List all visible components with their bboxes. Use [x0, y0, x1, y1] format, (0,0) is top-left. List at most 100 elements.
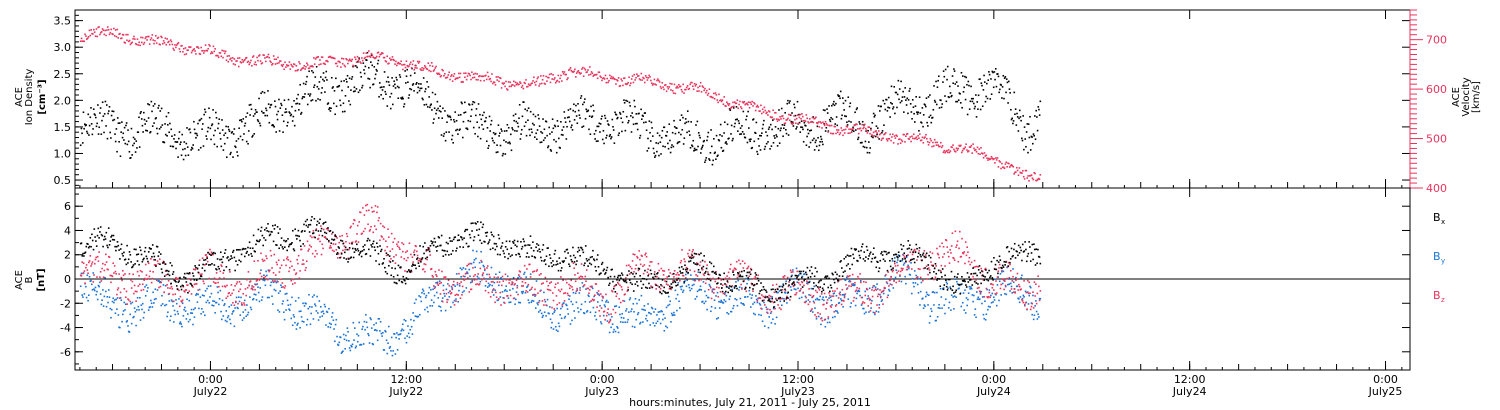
velocity-point [167, 41, 169, 44]
by-point [599, 321, 602, 323]
velocity-point [727, 104, 730, 107]
velocity-point [987, 159, 989, 161]
by-point [642, 308, 645, 311]
density-point [257, 120, 260, 123]
density-point [496, 151, 499, 153]
by-point [594, 311, 597, 314]
by-point [763, 301, 765, 304]
by-point [155, 297, 157, 300]
velocity-point [654, 83, 657, 86]
by-point [388, 347, 391, 349]
by-point [147, 287, 149, 289]
density-point [969, 100, 972, 103]
bz-point [343, 245, 346, 247]
velocity-point [953, 148, 955, 151]
by-point [144, 295, 147, 297]
bz-point [83, 270, 86, 272]
velocity-point [979, 153, 981, 155]
by-point [652, 322, 655, 324]
velocity-point [375, 56, 377, 59]
bz-point [534, 293, 537, 296]
by-point [971, 294, 974, 296]
velocity-point [420, 69, 423, 71]
bz-point [290, 279, 293, 282]
bz-point [382, 238, 385, 240]
velocity-point [223, 52, 226, 55]
density-point [97, 104, 99, 106]
bz-point [434, 270, 437, 273]
bz-point [688, 249, 691, 251]
bz-point [282, 286, 284, 288]
velocity-point [424, 66, 427, 68]
velocity-point [1012, 165, 1015, 168]
velocity-point [792, 122, 795, 125]
velocity-point [674, 92, 677, 95]
velocity-point [176, 42, 179, 45]
velocity-point [927, 144, 930, 146]
bz-point [159, 285, 162, 288]
density-point [820, 135, 822, 138]
velocity-point [593, 74, 595, 76]
by-point [418, 313, 421, 316]
density-point [965, 76, 968, 79]
by-point [598, 294, 601, 297]
density-point [367, 77, 369, 80]
velocity-point [565, 73, 567, 76]
velocity-point [217, 56, 220, 59]
density-point [688, 130, 690, 133]
bz-point [546, 288, 549, 291]
velocity-point [697, 86, 699, 89]
by-point [271, 295, 273, 298]
bz-point [449, 290, 451, 293]
density-point [944, 95, 946, 97]
by-point [203, 294, 205, 297]
by-point [611, 316, 613, 318]
by-point [91, 288, 94, 291]
y-tick-label-bottom: 2 [64, 249, 71, 262]
by-point [335, 318, 338, 321]
density-point [521, 115, 524, 118]
velocity-point [877, 130, 880, 132]
bz-point [676, 272, 679, 274]
by-point [153, 302, 155, 304]
density-point [281, 114, 284, 117]
bz-point [101, 267, 103, 270]
velocity-point [150, 37, 153, 39]
velocity-point [981, 152, 983, 154]
density-point [130, 127, 133, 130]
velocity-point [292, 66, 294, 68]
velocity-point [367, 55, 369, 58]
density-point [445, 131, 448, 133]
bz-point [310, 245, 312, 248]
density-point [1021, 139, 1024, 142]
by-point [520, 291, 523, 293]
velocity-point [478, 75, 480, 78]
by-point [87, 299, 89, 302]
velocity-point [537, 76, 540, 78]
bz-point [554, 283, 557, 285]
velocity-point [1022, 170, 1024, 172]
density-point [841, 97, 844, 99]
density-point [471, 103, 474, 106]
by-point [670, 312, 673, 315]
by-point [566, 308, 569, 310]
by-point [367, 332, 369, 335]
bz-point [616, 281, 619, 284]
density-point [634, 122, 637, 125]
density-point [1012, 120, 1015, 122]
bz-point [523, 278, 525, 281]
density-point [758, 134, 761, 137]
bz-point [574, 280, 577, 283]
bz-point [256, 279, 259, 281]
velocity-point [772, 109, 774, 112]
density-point [962, 75, 964, 77]
velocity-point [385, 60, 388, 63]
bz-point [99, 271, 102, 273]
velocity-point [769, 116, 772, 118]
velocity-point [164, 37, 167, 40]
by-point [888, 288, 890, 291]
by-point [195, 294, 197, 296]
density-point [757, 138, 760, 140]
by-point [424, 308, 426, 311]
velocity-point [319, 59, 321, 61]
